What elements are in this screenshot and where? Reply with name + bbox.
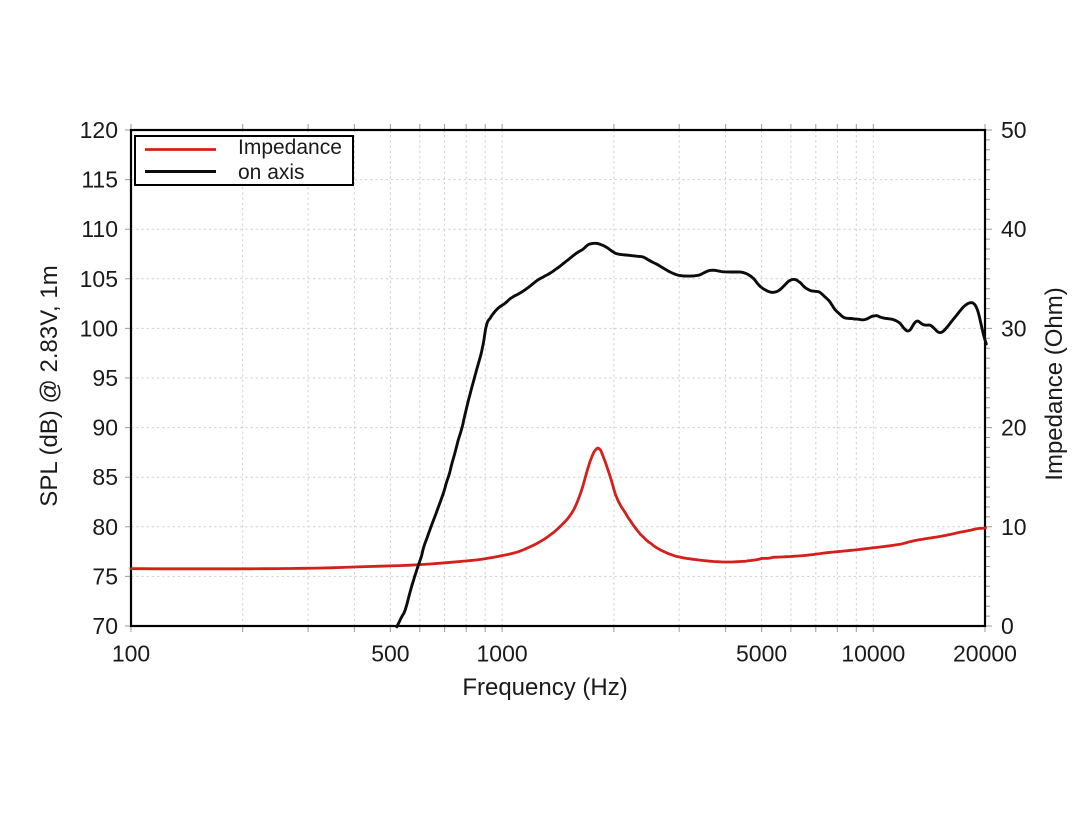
svg-text:Impedance: Impedance [238,136,342,159]
svg-text:40: 40 [1001,216,1027,242]
svg-text:on axis: on axis [238,161,305,184]
svg-text:95: 95 [92,365,118,391]
svg-text:Frequency (Hz): Frequency (Hz) [462,674,627,701]
svg-text:Impedance (Ohm): Impedance (Ohm) [1041,287,1068,480]
svg-text:100: 100 [112,641,150,667]
svg-text:10: 10 [1001,514,1027,540]
svg-text:80: 80 [92,514,118,540]
svg-text:SPL (dB) @ 2.83V, 1m: SPL (dB) @ 2.83V, 1m [36,265,63,506]
svg-text:70: 70 [92,613,118,639]
svg-text:5000: 5000 [736,641,787,667]
svg-text:10000: 10000 [841,641,905,667]
svg-text:120: 120 [80,117,118,143]
svg-text:115: 115 [81,167,118,193]
svg-text:0: 0 [1001,613,1014,639]
svg-text:85: 85 [92,464,118,490]
svg-text:30: 30 [1001,315,1027,341]
svg-text:1000: 1000 [477,641,528,667]
svg-text:500: 500 [371,641,409,667]
svg-text:50: 50 [1001,117,1027,143]
svg-text:20: 20 [1001,415,1027,441]
svg-text:105: 105 [80,266,118,292]
svg-text:20000: 20000 [953,641,1017,667]
svg-text:90: 90 [92,415,118,441]
svg-text:110: 110 [81,216,118,242]
svg-text:75: 75 [92,563,118,589]
svg-text:100: 100 [80,315,118,341]
